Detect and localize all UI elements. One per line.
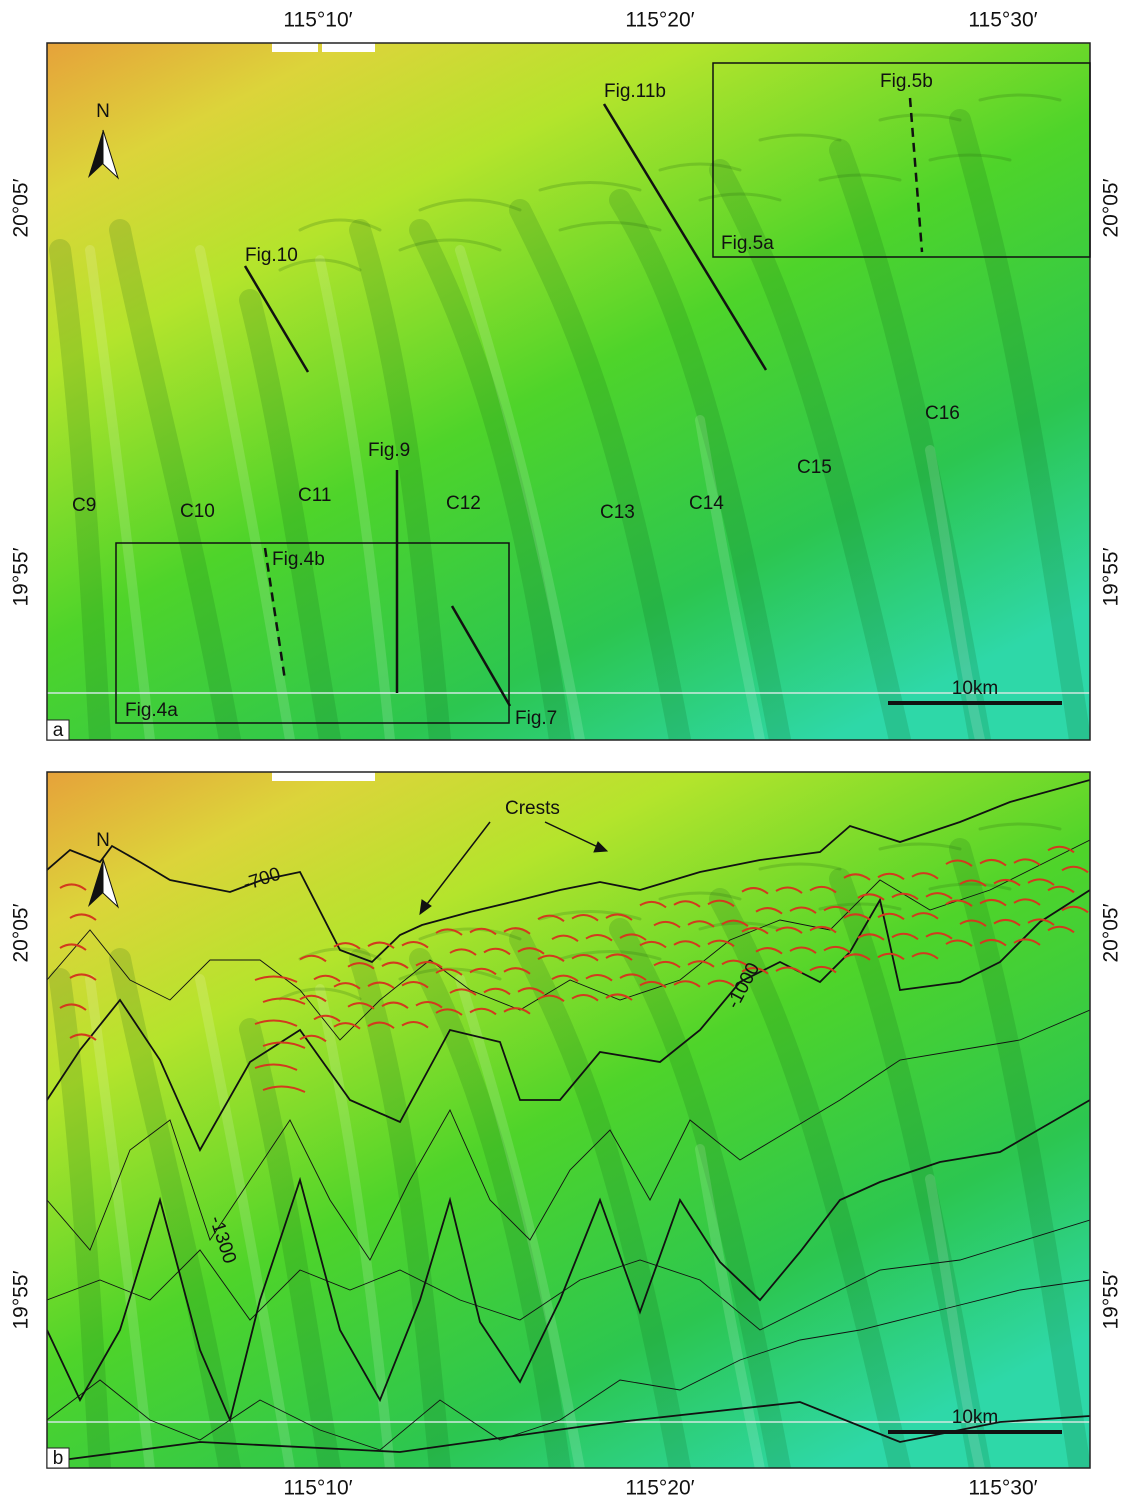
canyon-label: C11 [298,485,331,506]
longitude-label: 115°10′ [283,1477,352,1500]
latitude-label: 20°05′ [10,903,33,962]
canyon-label: C15 [797,457,832,478]
longitude-label: 115°10′ [283,9,352,32]
box-label: Fig.5b [880,71,933,92]
longitude-label: 115°30′ [968,9,1037,32]
figure: 115°10′ 115°10′ 115°20′ 115°20′ 115°30′ 115°3… [0,0,1126,1504]
latitude-label: 19°55′ [10,547,33,606]
panel-label: a [53,720,64,741]
profile-label: Fig.11b [604,81,666,102]
latitude-label: 20°05′ [1100,903,1123,962]
data-gap [322,43,375,52]
canyon-label: C12 [446,493,481,514]
north-label: N [96,830,110,851]
data-gap [272,772,375,781]
longitude-label: 115°30′ [968,1477,1037,1500]
canyon-label: C10 [180,501,215,522]
data-gap [272,43,318,52]
scale-label: 10km [952,678,998,699]
profile-label: Fig.7 [515,708,557,729]
canyon-label: C14 [689,493,724,514]
longitude-label: 115°20′ [625,1477,694,1500]
box-label: Fig.4a [125,700,178,721]
panel-b [47,772,1090,1469]
box-label: Fig.5a [721,233,774,254]
canyon-label: C9 [72,495,96,516]
panel-a [47,43,1090,740]
canyon-label: C16 [925,403,960,424]
annotation: Crests [505,798,560,819]
latitude-label: 19°55′ [10,1270,33,1329]
canyon-label: C13 [600,502,635,523]
scale-label: 10km [952,1407,998,1428]
latitude-label: 20°05′ [1100,178,1123,237]
latitude-label: 19°55′ [1100,1270,1123,1329]
longitude-label: 115°20′ [625,9,694,32]
latitude-label: 19°55′ [1100,547,1123,606]
box-label: Fig.4b [272,549,325,570]
north-label: N [96,101,110,122]
profile-label: Fig.10 [245,245,298,266]
latitude-label: 20°05′ [10,178,33,237]
panel-label: b [53,1448,64,1469]
profile-label: Fig.9 [368,440,410,461]
